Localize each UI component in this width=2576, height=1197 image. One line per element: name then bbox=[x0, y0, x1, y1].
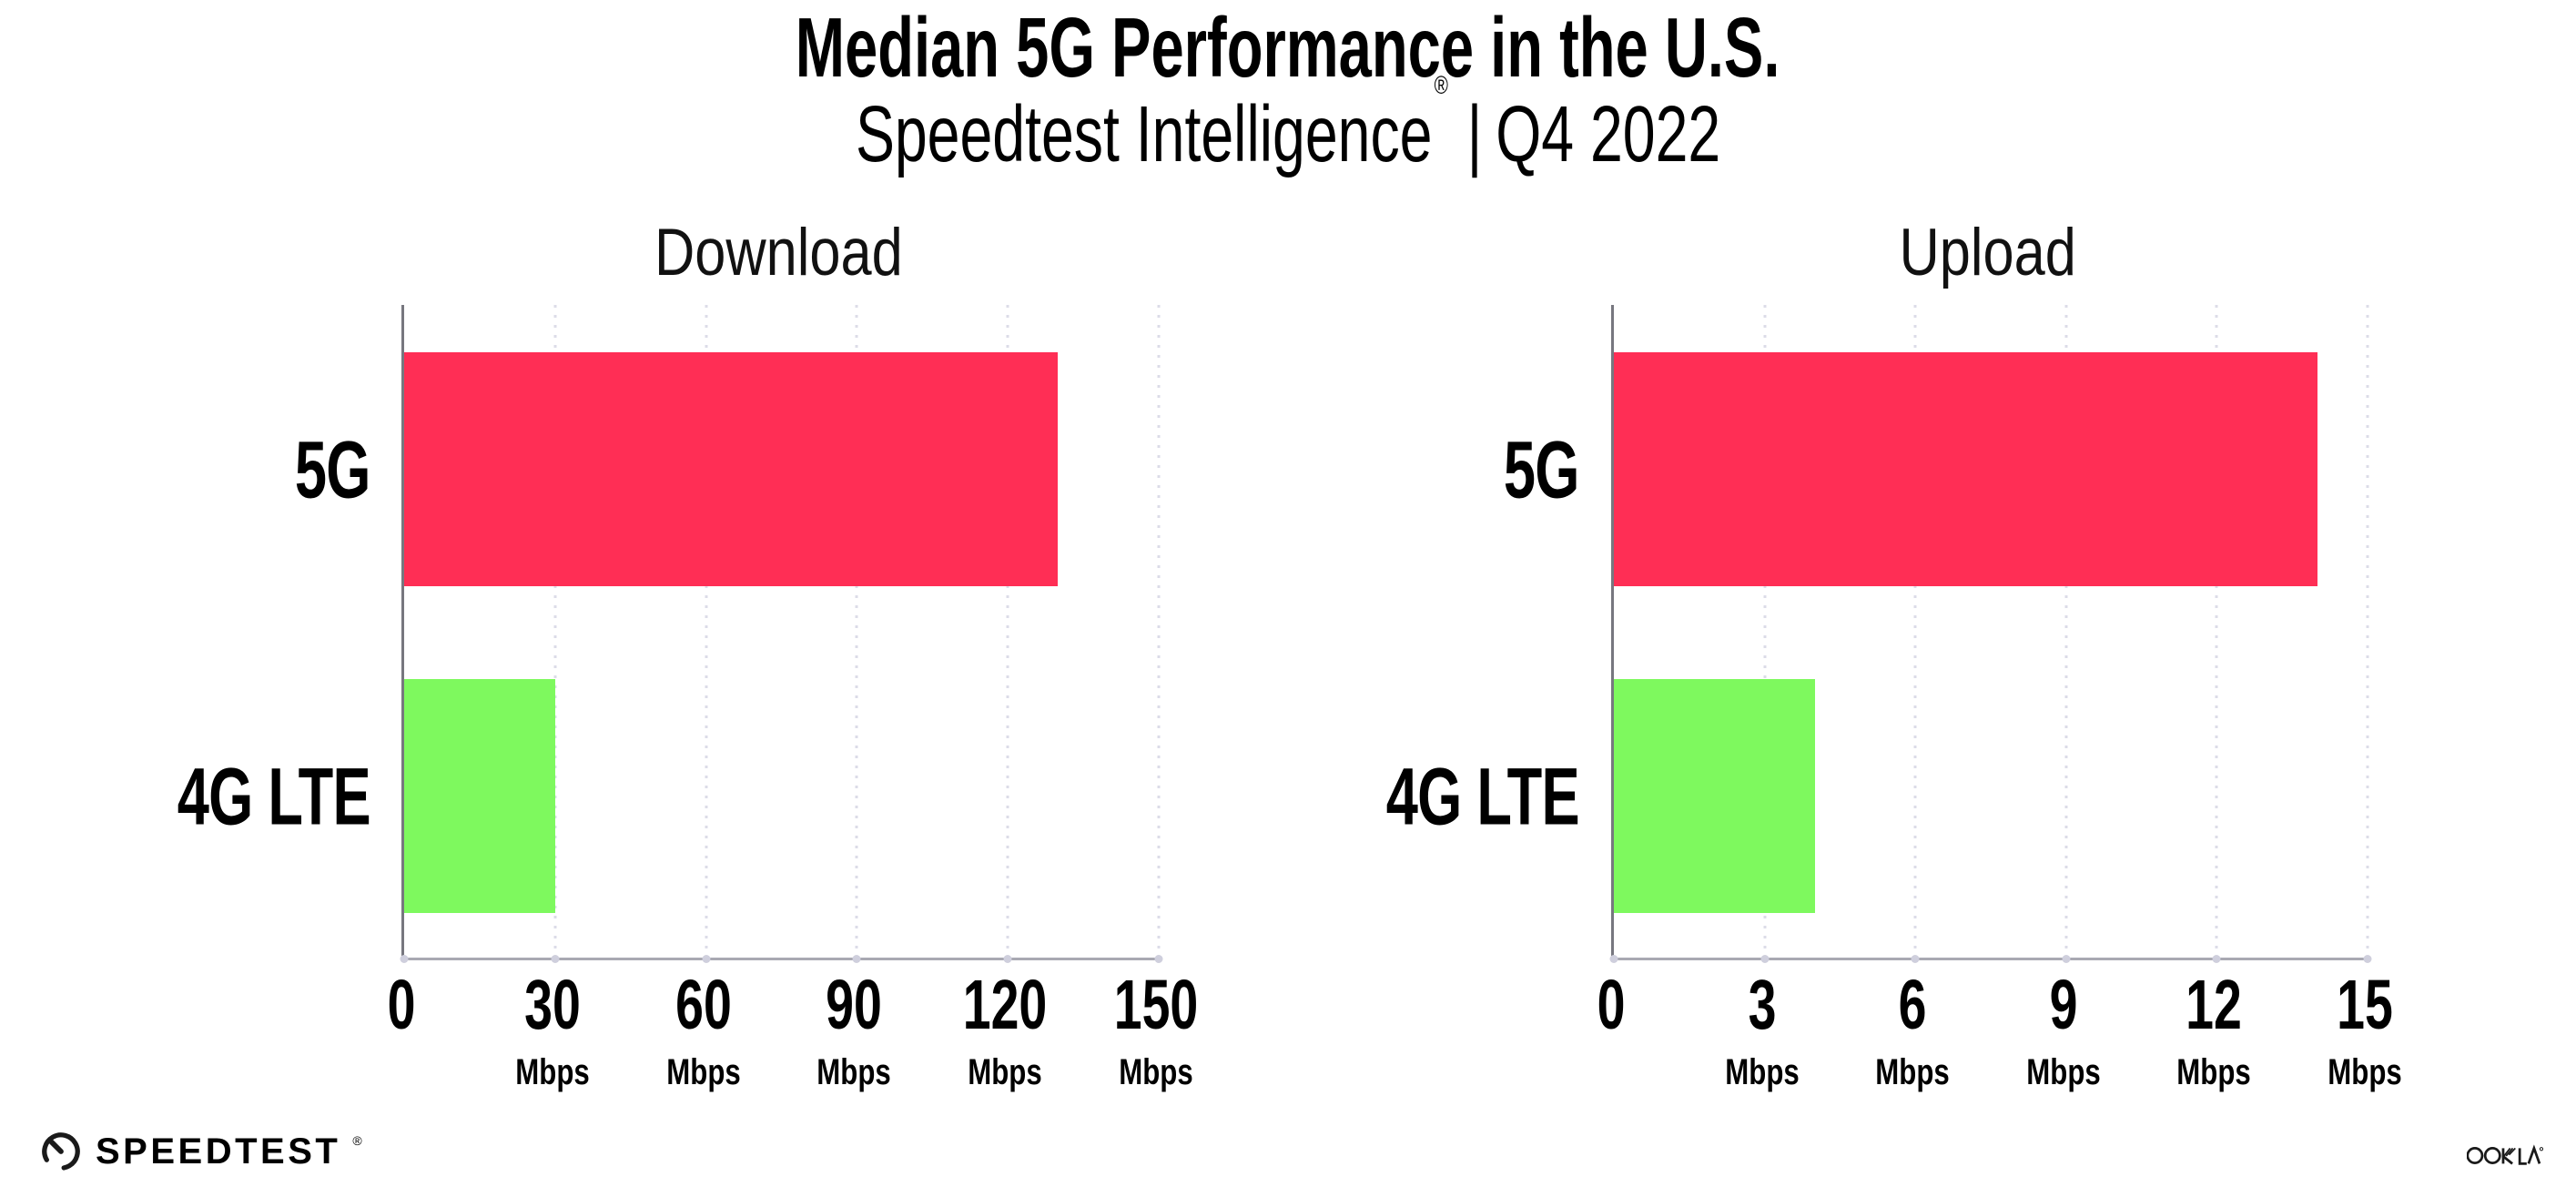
speedtest-logo: SPEEDTEST ® bbox=[40, 1131, 364, 1172]
axis-tick-dot-0 bbox=[1609, 955, 1618, 963]
x-tick-value: 12 bbox=[2186, 966, 2243, 1044]
x-tick-value: 120 bbox=[962, 966, 1048, 1044]
x-tick-unit: Mbps bbox=[1875, 1052, 1950, 1092]
x-tick-value: 0 bbox=[1597, 966, 1626, 1044]
x-tick-0: 0 bbox=[1592, 970, 1631, 1040]
download-category-labels: 5G 4G LTE bbox=[0, 305, 371, 958]
category-label-text: 4G LTE bbox=[177, 750, 371, 842]
gridline-15 bbox=[2366, 305, 2369, 958]
x-tick-unit: Mbps bbox=[2176, 1052, 2252, 1092]
x-tick-30: 30 Mbps bbox=[505, 966, 600, 1092]
download-chart-title: Download bbox=[654, 216, 903, 289]
x-tick-value: 9 bbox=[2049, 966, 2078, 1044]
x-tick-value: 90 bbox=[826, 966, 883, 1044]
x-tick-90: 90 Mbps bbox=[806, 966, 901, 1092]
x-tick-3: 3 Mbps bbox=[1714, 966, 1809, 1092]
axis-tick-dot-3 bbox=[1760, 955, 1770, 963]
gridline-3 bbox=[1763, 305, 1767, 958]
figure-title-text: Median 5G Performance in the U.S. bbox=[796, 0, 1780, 95]
gridline-150 bbox=[1157, 305, 1161, 958]
x-tick-12: 12 Mbps bbox=[2166, 966, 2261, 1092]
x-tick-value: 6 bbox=[1898, 966, 1927, 1044]
subtitle-brand: Speedtest Intelligence bbox=[855, 90, 1433, 178]
category-label-4g-lte: 4G LTE bbox=[1307, 750, 1580, 842]
x-tick-value: 3 bbox=[1748, 966, 1777, 1044]
axis-tick-dot-60 bbox=[702, 955, 711, 963]
speedtest-gauge-icon bbox=[42, 1132, 80, 1171]
gridline-120 bbox=[1006, 305, 1009, 958]
x-tick-value: 0 bbox=[387, 966, 416, 1044]
upload-x-axis-ticks: 0 3 Mbps 6 Mbps 9 Mbps 12 Mbps 15 Mbps bbox=[1597, 966, 2402, 1125]
x-tick-0: 0 bbox=[382, 970, 421, 1040]
figure-title: Median 5G Performance in the U.S. bbox=[0, 0, 2576, 95]
axis-tick-dot-9 bbox=[2062, 955, 2071, 963]
gridline-9 bbox=[2064, 305, 2068, 958]
download-x-axis-ticks: 0 30 Mbps 60 Mbps 90 Mbps 120 Mbps 150 Mbps bbox=[388, 966, 1199, 1125]
ookla-wordmark-icon bbox=[2466, 1144, 2544, 1165]
axis-tick-dot-6 bbox=[1911, 955, 1920, 963]
gridline-12 bbox=[2215, 305, 2218, 958]
x-tick-unit: Mbps bbox=[665, 1052, 741, 1092]
bar-4g-lte bbox=[1614, 678, 1815, 914]
axis-tick-dot-90 bbox=[852, 955, 861, 963]
gridline-90 bbox=[855, 305, 858, 958]
x-tick-6: 6 Mbps bbox=[1865, 966, 1960, 1092]
category-label-4g-lte: 4G LTE bbox=[98, 750, 371, 842]
axis-tick-dot-150 bbox=[1154, 955, 1163, 963]
gridline-6 bbox=[1913, 305, 1917, 958]
category-label-5g: 5G bbox=[264, 423, 371, 515]
axis-tick-dot-120 bbox=[1003, 955, 1012, 963]
ookla-logo bbox=[2466, 1143, 2544, 1172]
axis-tick-dot-15 bbox=[2363, 955, 2372, 963]
speedtest-wordmark: SPEEDTEST bbox=[96, 1131, 341, 1172]
registered-trademark-icon: ® bbox=[1434, 71, 1448, 99]
x-tick-15: 15 Mbps bbox=[2317, 966, 2412, 1092]
x-tick-150: 150 Mbps bbox=[1098, 966, 1214, 1092]
x-tick-60: 60 Mbps bbox=[655, 966, 750, 1092]
upload-plot-area bbox=[1609, 305, 2372, 963]
subtitle-period: Q4 2022 bbox=[1496, 90, 1721, 178]
x-tick-unit: Mbps bbox=[968, 1052, 1042, 1092]
category-label-text: 5G bbox=[295, 423, 371, 515]
category-label-5g: 5G bbox=[1473, 423, 1580, 515]
speedtest-trademark-icon: ® bbox=[352, 1133, 362, 1148]
upload-chart-title: Upload bbox=[1899, 216, 2077, 289]
bar-5g bbox=[404, 351, 1059, 587]
category-label-text: 4G LTE bbox=[1385, 750, 1580, 842]
x-tick-value: 60 bbox=[674, 966, 732, 1044]
upload-category-labels: 5G 4G LTE bbox=[1183, 305, 1580, 958]
subtitle-separator: | bbox=[1466, 90, 1483, 178]
axis-tick-dot-0 bbox=[400, 955, 409, 963]
x-tick-120: 120 Mbps bbox=[947, 966, 1063, 1092]
x-tick-unit: Mbps bbox=[515, 1052, 590, 1092]
x-tick-unit: Mbps bbox=[2328, 1052, 2402, 1092]
axis-tick-dot-30 bbox=[551, 955, 560, 963]
x-tick-unit: Mbps bbox=[1119, 1052, 1193, 1092]
x-tick-value: 15 bbox=[2337, 966, 2393, 1044]
gridline-30 bbox=[553, 305, 557, 958]
x-tick-unit: Mbps bbox=[1724, 1052, 1800, 1092]
x-tick-value: 30 bbox=[523, 966, 581, 1044]
x-tick-9: 9 Mbps bbox=[2016, 966, 2111, 1092]
x-tick-value: 150 bbox=[1113, 966, 1199, 1044]
x-tick-unit: Mbps bbox=[2026, 1052, 2101, 1092]
bar-4g-lte bbox=[404, 678, 555, 914]
figure-subtitle: Speedtest Intelligence® | Q4 2022 bbox=[0, 72, 2576, 178]
bar-5g bbox=[1614, 351, 2317, 587]
x-tick-unit: Mbps bbox=[816, 1052, 892, 1092]
category-label-text: 5G bbox=[1504, 423, 1580, 515]
axis-tick-dot-12 bbox=[2212, 955, 2221, 963]
gridline-60 bbox=[705, 305, 708, 958]
download-plot-area bbox=[400, 305, 1163, 963]
